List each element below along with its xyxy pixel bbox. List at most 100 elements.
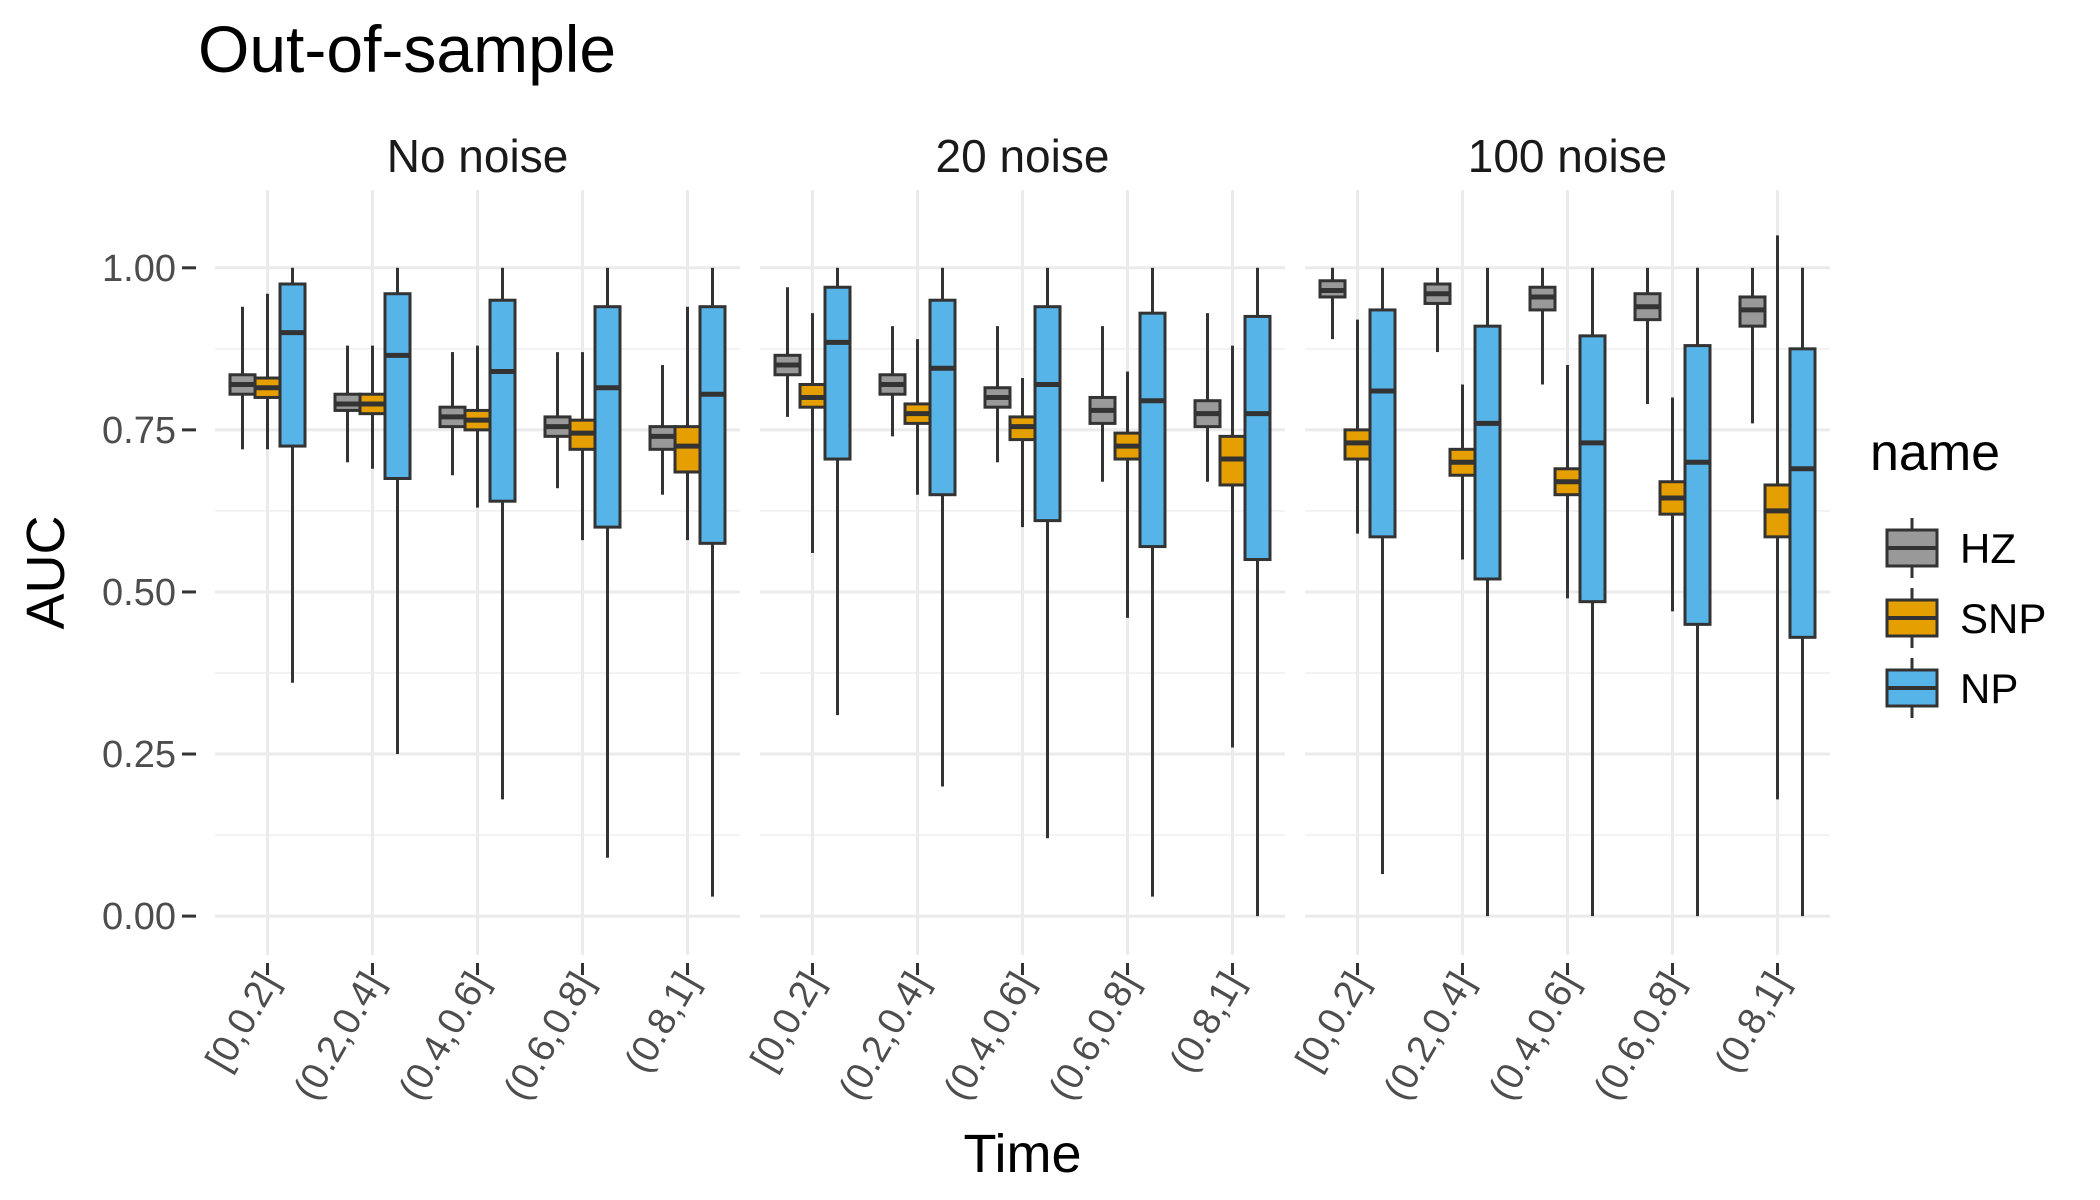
x-tick-label: (0.4,0.6] (391, 966, 497, 1108)
box-HZ (1423, 267, 1452, 353)
box-HZ (1633, 267, 1662, 404)
x-axis-label: Time (964, 1124, 1082, 1184)
x-tick-label: (0.2,0.4] (286, 966, 392, 1108)
legend-label: SNP (1960, 595, 2046, 642)
iqr-box (1243, 314, 1272, 562)
box-SNP (1763, 235, 1792, 800)
iqr-box (673, 425, 702, 474)
box-SNP (1113, 371, 1142, 618)
legend-key-SNP (1885, 588, 1939, 648)
facet-title: 20 noise (936, 130, 1110, 182)
box-HZ (1528, 267, 1557, 385)
x-tick-label: (0.8,1] (617, 966, 707, 1080)
iqr-box (823, 285, 852, 461)
box-NP (1368, 267, 1397, 874)
box-NP (823, 267, 852, 716)
x-tick-label: [0,0.2] (198, 966, 287, 1078)
iqr-box (1473, 324, 1502, 581)
x-tick-label: (0.6,0.8] (496, 966, 602, 1108)
box-NP (488, 267, 517, 800)
y-axis: 0.00 0.25 0.50 0.75 1.00 (102, 248, 196, 938)
box-SNP (1008, 378, 1037, 528)
box-HZ (878, 326, 907, 437)
box-HZ (773, 287, 802, 417)
y-tick-label: 0.25 (102, 734, 176, 776)
box-NP (1243, 267, 1272, 917)
box-HZ (438, 352, 467, 476)
x-tick-label: (0.4,0.6] (936, 966, 1042, 1108)
box-SNP (253, 293, 282, 450)
legend-title: name (1870, 424, 2000, 482)
y-tick-label: 0.00 (102, 896, 176, 938)
y-axis-label: AUC (16, 515, 76, 629)
box-HZ (1318, 267, 1347, 340)
box-SNP (798, 313, 827, 554)
box-NP (1683, 267, 1712, 917)
box-SNP (568, 352, 597, 541)
box-HZ (333, 345, 362, 463)
box-NP (698, 267, 727, 897)
iqr-box (1138, 311, 1167, 549)
facet-panels: No noise[0,0.2](0.2,0.4](0.4,0.6](0.6,0.… (198, 130, 1830, 1107)
box-SNP (673, 306, 702, 541)
iqr-box (488, 298, 517, 503)
chart-title: Out-of-sample (198, 12, 616, 86)
facet-title: 100 noise (1468, 130, 1668, 182)
box-HZ (1193, 313, 1222, 482)
box-HZ (983, 326, 1012, 463)
box-NP (928, 267, 957, 787)
legend-label: HZ (1960, 525, 2016, 572)
legend: name HZ SNP NP (1870, 424, 2046, 718)
legend-key-HZ (1885, 518, 1939, 578)
box-HZ (648, 365, 677, 495)
x-tick-label: [0,0.2] (743, 966, 832, 1078)
iqr-box (1033, 305, 1062, 523)
iqr-box (1683, 344, 1712, 626)
x-tick-label: (0.4,0.6] (1481, 966, 1587, 1108)
box-NP (1473, 267, 1502, 917)
box-NP (1033, 267, 1062, 839)
x-tick-label: (0.2,0.4] (1376, 966, 1482, 1108)
x-tick-label: (0.6,0.8] (1586, 966, 1692, 1108)
iqr-box (593, 305, 622, 529)
iqr-box (1368, 308, 1397, 539)
x-tick-label: (0.8,1] (1707, 966, 1797, 1080)
x-tick-label: [0,0.2] (1288, 966, 1377, 1078)
x-tick-label: (0.6,0.8] (1041, 966, 1147, 1108)
box-NP (1578, 267, 1607, 917)
box-HZ (1088, 326, 1117, 482)
box-SNP (1553, 365, 1582, 599)
y-tick-label: 0.50 (102, 572, 176, 614)
box-HZ (543, 352, 572, 489)
box-SNP (1343, 319, 1372, 534)
legend-key-NP (1885, 658, 1939, 718)
legend-label: NP (1960, 665, 2018, 712)
box-SNP (358, 345, 387, 469)
iqr-box (1788, 347, 1817, 639)
y-tick-label: 1.00 (102, 248, 176, 290)
box-SNP (463, 345, 492, 508)
box-SNP (1658, 397, 1687, 612)
box-HZ (1738, 267, 1767, 424)
box-SNP (1218, 345, 1247, 748)
iqr-box (278, 282, 307, 448)
box-SNP (1448, 384, 1477, 560)
panel-0: No noise [0,0.2](0.2,0.4](0.4,0.6](0.6,0.… (198, 130, 740, 1107)
iqr-box (928, 298, 957, 497)
panel-2: 100 noise [0,0.2](0.2,0.4](0.4,0.6](0.6,0… (1288, 130, 1830, 1107)
iqr-box (1578, 334, 1607, 604)
iqr-box (698, 305, 727, 545)
x-tick-label: (0.8,1] (1162, 966, 1252, 1080)
box-HZ (228, 306, 257, 450)
panel-1: 20 noise [0,0.2](0.2,0.4](0.4,0.6](0.6,0.… (743, 130, 1285, 1107)
y-tick-label: 0.75 (102, 410, 176, 452)
box-NP (1788, 267, 1817, 917)
box-SNP (903, 339, 932, 495)
box-NP (593, 267, 622, 858)
box-NP (1138, 267, 1167, 897)
iqr-box (383, 292, 412, 480)
box-NP (278, 267, 307, 683)
box-NP (383, 267, 412, 755)
x-tick-label: (0.2,0.4] (831, 966, 937, 1108)
